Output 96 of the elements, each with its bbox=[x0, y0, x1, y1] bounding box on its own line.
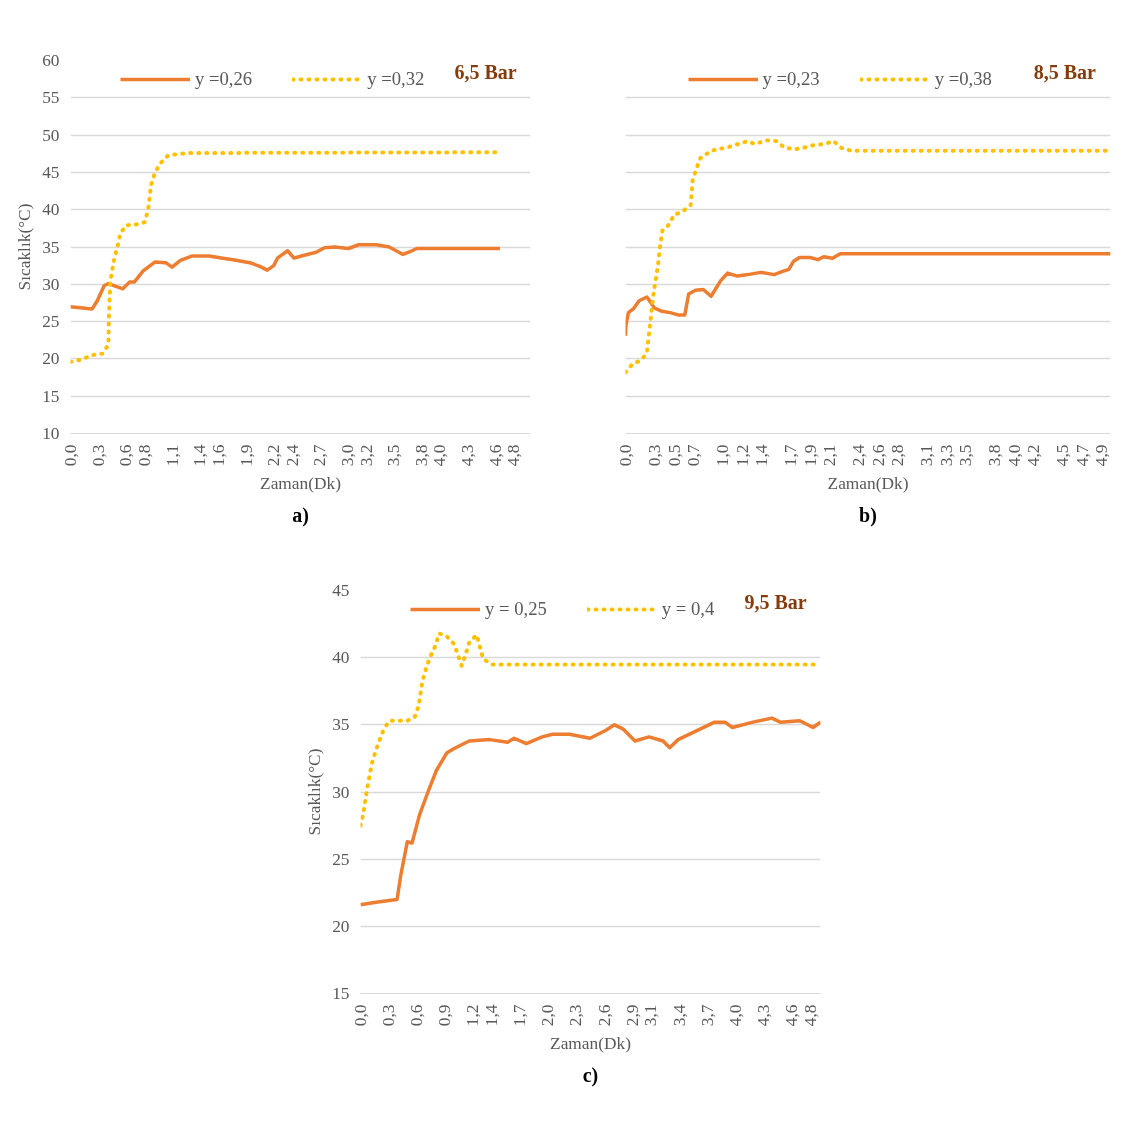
y-tick-label: 25 bbox=[42, 312, 60, 332]
x-tick-label: 4,9 bbox=[1092, 444, 1112, 467]
x-tick-label: 2,0 bbox=[538, 1004, 558, 1027]
legend-label: y =0,23 bbox=[762, 68, 820, 90]
x-tick-label: 0,3 bbox=[379, 1004, 399, 1027]
x-tick-label: 3,3 bbox=[936, 444, 956, 467]
y-tick-label: 25 bbox=[332, 849, 350, 869]
y-tick-label: 30 bbox=[42, 274, 60, 294]
y-tick-label: 45 bbox=[42, 162, 60, 182]
x-tick-label: 0,3 bbox=[645, 444, 665, 467]
y-tick-label: 55 bbox=[42, 88, 60, 108]
x-tick-label: 3,0 bbox=[338, 444, 358, 467]
text: c) bbox=[582, 1063, 599, 1087]
x-tick-label: 3,1 bbox=[917, 444, 937, 467]
x-axis-title: Zaman(Dk) bbox=[260, 474, 342, 494]
annotation: 8,5 Bar bbox=[1033, 60, 1097, 83]
legend-label: y =0,26 bbox=[195, 68, 253, 90]
x-tick-label: 1,0 bbox=[713, 444, 733, 467]
x-tick-label: 2,7 bbox=[310, 444, 330, 467]
x-tick-label: 1,6 bbox=[208, 444, 228, 467]
x-tick-label: 0,9 bbox=[435, 1004, 455, 1027]
x-tick-label: 4,0 bbox=[430, 444, 450, 467]
x-tick-label: 1,9 bbox=[800, 444, 820, 467]
y-tick-label: 30 bbox=[332, 782, 350, 802]
x-tick-label: 3,5 bbox=[956, 444, 976, 467]
x-tick-label: 0,3 bbox=[88, 444, 108, 467]
x-tick-label: 2,4 bbox=[849, 444, 869, 467]
x-tick-label: 1,4 bbox=[752, 444, 772, 467]
legend-label: y = 0,25 bbox=[485, 598, 547, 620]
x-tick-label: 3,7 bbox=[697, 1004, 717, 1027]
x-tick-label: 0,7 bbox=[684, 444, 704, 467]
x-tick-label: 1,2 bbox=[732, 444, 752, 467]
text: b) bbox=[859, 503, 877, 527]
x-tick-label: 0,0 bbox=[351, 1004, 370, 1027]
x-tick-label: 1,9 bbox=[236, 444, 256, 467]
y-tick-label: 10 bbox=[42, 424, 60, 443]
x-tick-label: 1,2 bbox=[463, 1004, 483, 1027]
annotation: 6,5 Bar bbox=[454, 60, 517, 83]
x-tick-label: 2,6 bbox=[594, 1004, 614, 1027]
y-tick-label: 50 bbox=[42, 125, 60, 145]
y-tick-label: 45 bbox=[332, 581, 350, 600]
x-tick-label: 3,8 bbox=[985, 444, 1005, 467]
x-tick-label: 1,7 bbox=[510, 1004, 530, 1027]
x-axis-title: Zaman(Dk) bbox=[550, 1034, 632, 1054]
x-axis-title: Zaman(Dk) bbox=[827, 474, 909, 494]
x-tick-label: 4,8 bbox=[800, 1004, 820, 1027]
x-tick-label: 3,5 bbox=[384, 444, 404, 467]
line-series bbox=[70, 243, 502, 311]
line-series bbox=[360, 716, 821, 907]
x-tick-label: 3,2 bbox=[356, 444, 376, 467]
y-tick-label: 35 bbox=[332, 715, 350, 735]
x-tick-label: 2,2 bbox=[264, 444, 284, 467]
x-tick-label: 0,0 bbox=[61, 444, 80, 467]
x-tick-label: 4,5 bbox=[1053, 444, 1073, 467]
y-axis-title: Sıcaklık(°C) bbox=[15, 203, 35, 291]
x-tick-label: 1,1 bbox=[162, 444, 182, 467]
x-tick-label: 4,0 bbox=[725, 1004, 745, 1027]
legend-label: y =0,38 bbox=[934, 68, 992, 90]
y-tick-label: 35 bbox=[42, 237, 60, 257]
x-tick-label: 0,0 bbox=[616, 444, 635, 467]
x-tick-label: 0,6 bbox=[116, 444, 136, 467]
x-tick-label: 1,7 bbox=[781, 444, 801, 467]
x-tick-label: 4,6 bbox=[781, 1004, 801, 1027]
x-tick-label: 4,6 bbox=[485, 444, 505, 467]
x-tick-label: 3,4 bbox=[669, 1004, 689, 1027]
x-tick-label: 2,6 bbox=[868, 444, 888, 467]
annotation: 9,5 Bar bbox=[744, 590, 807, 613]
y-tick-label: 15 bbox=[332, 984, 350, 1003]
y-tick-label: 20 bbox=[42, 349, 60, 369]
y-tick-label: 40 bbox=[42, 200, 60, 220]
legend-label: y = 0,4 bbox=[661, 598, 715, 620]
x-tick-label: 2,3 bbox=[566, 1004, 586, 1027]
y-axis-title: Sıcaklık(°C) bbox=[305, 748, 325, 836]
x-tick-label: 4,2 bbox=[1024, 444, 1044, 467]
x-tick-label: 0,6 bbox=[407, 1004, 427, 1027]
x-tick-label: 2,9 bbox=[622, 1004, 642, 1027]
x-tick-label: 4,0 bbox=[1004, 444, 1024, 467]
y-tick-label: 40 bbox=[332, 648, 350, 668]
x-tick-label: 2,1 bbox=[820, 444, 840, 467]
y-tick-label: 60 bbox=[42, 51, 60, 70]
text: a) bbox=[292, 503, 309, 527]
x-tick-label: 2,8 bbox=[888, 444, 908, 467]
x-tick-label: 1,4 bbox=[482, 1004, 502, 1027]
x-tick-label: 3,8 bbox=[412, 444, 431, 467]
y-tick-label: 15 bbox=[42, 386, 60, 406]
y-tick-label: 20 bbox=[332, 916, 350, 936]
x-tick-label: 0,5 bbox=[664, 444, 684, 467]
x-tick-label: 2,4 bbox=[282, 444, 302, 467]
x-tick-label: 0,8 bbox=[134, 444, 154, 467]
x-tick-label: 4,7 bbox=[1072, 444, 1092, 467]
x-tick-label: 4,3 bbox=[753, 1004, 773, 1027]
x-tick-label: 4,8 bbox=[504, 444, 524, 467]
x-tick-label: 1,4 bbox=[190, 444, 210, 467]
x-tick-label: 4,3 bbox=[458, 444, 478, 467]
x-tick-label: 3,1 bbox=[641, 1004, 661, 1027]
legend-label: y =0,32 bbox=[367, 68, 425, 90]
